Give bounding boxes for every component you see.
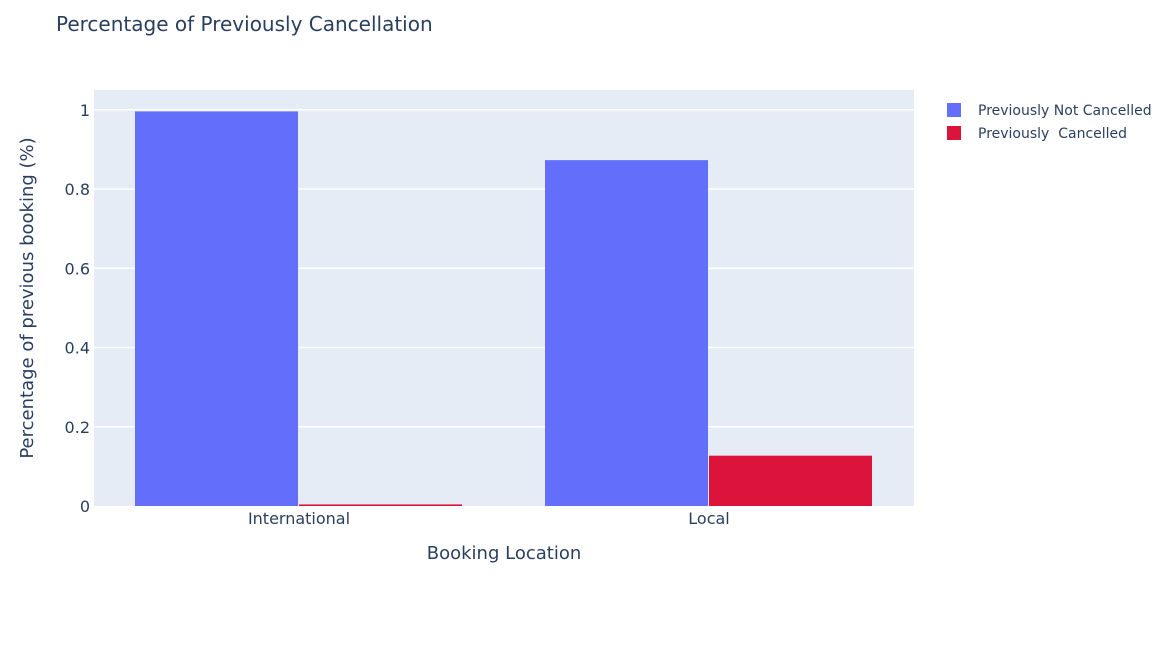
x-axis-ticks: International Local <box>248 509 730 528</box>
legend-label: Previously Cancelled <box>978 126 1127 142</box>
y-tick-label: 0.6 <box>65 259 90 278</box>
y-tick-label: 0.4 <box>65 339 90 358</box>
y-axis-title: Percentage of previous booking (%) <box>17 137 38 458</box>
y-tick-label: 0 <box>80 497 90 516</box>
chart-title: Percentage of Previously Cancellation <box>56 12 433 36</box>
y-tick-label: 1 <box>80 101 90 120</box>
legend-swatch[interactable] <box>947 126 961 140</box>
bar-local-series-0 <box>545 160 708 506</box>
bar-local-series-1 <box>709 455 872 506</box>
y-tick-label: 0.2 <box>65 418 90 437</box>
bar-international-series-0 <box>135 111 298 506</box>
x-tick-label: Local <box>688 509 729 528</box>
y-tick-label: 0.8 <box>65 180 90 199</box>
legend-label: Previously Not Cancelled <box>978 103 1152 119</box>
legend-swatch[interactable] <box>947 103 961 117</box>
y-axis-ticks: 0 0.2 0.4 0.6 0.8 1 <box>65 101 90 516</box>
legend: Previously Not Cancelled Previously Cance… <box>947 103 1152 142</box>
x-axis-title: Booking Location <box>427 543 582 564</box>
x-tick-label: International <box>248 509 350 528</box>
bars <box>135 111 872 506</box>
bar-international-series-1 <box>299 504 462 506</box>
